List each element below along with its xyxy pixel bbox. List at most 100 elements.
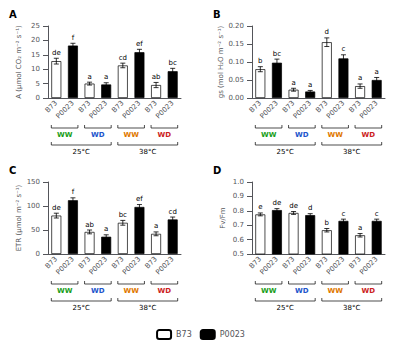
svg-text:25°C: 25°C [73,304,90,312]
svg-text:ETR (μmol m⁻² s⁻¹): ETR (μmol m⁻² s⁻¹) [15,184,23,251]
svg-text:P0023: P0023 [358,255,379,276]
svg-text:ef: ef [136,40,143,48]
svg-text:WW: WW [261,287,277,295]
svg-text:0.05: 0.05 [228,76,244,84]
svg-text:0.8: 0.8 [233,207,244,215]
svg-text:cd: cd [169,208,177,216]
svg-text:WW: WW [261,131,277,139]
svg-text:0: 0 [36,250,40,258]
svg-text:WD: WD [295,287,309,295]
svg-text:WW: WW [57,287,73,295]
svg-text:25°C: 25°C [277,148,294,156]
svg-text:WD: WD [362,287,376,295]
svg-text:WD: WD [91,131,105,139]
svg-text:P0023: P0023 [154,99,175,120]
svg-text:WD: WD [362,131,376,139]
svg-text:150: 150 [27,178,40,186]
svg-text:P0023: P0023 [88,255,109,276]
svg-text:a: a [104,225,108,233]
svg-text:a: a [308,81,312,89]
svg-text:a: a [358,74,362,82]
svg-text:38°C: 38°C [139,304,156,312]
svg-text:0.7: 0.7 [233,221,244,229]
svg-text:20: 20 [31,36,40,44]
svg-text:P0023: P0023 [88,99,109,120]
svg-text:WW: WW [123,287,139,295]
svg-text:0.5: 0.5 [233,250,244,258]
svg-text:WD: WD [295,131,309,139]
svg-text:P0023: P0023 [259,99,280,120]
svg-text:P0023: P0023 [259,255,280,276]
svg-text:e: e [258,203,262,211]
svg-text:5: 5 [36,80,40,88]
svg-text:cd: cd [119,54,127,62]
svg-text:25°C: 25°C [73,148,90,156]
svg-text:P0023: P0023 [292,99,313,120]
svg-text:P0023: P0023 [55,255,76,276]
svg-text:bc: bc [169,59,177,67]
svg-text:P0023: P0023 [220,330,245,339]
svg-text:P0023: P0023 [121,99,142,120]
svg-text:D: D [213,165,221,176]
svg-text:A (μmol CO₂ m⁻² s⁻¹): A (μmol CO₂ m⁻² s⁻¹) [15,25,23,99]
svg-text:0.10: 0.10 [228,58,244,66]
svg-text:15: 15 [31,51,40,59]
svg-text:0.6: 0.6 [233,236,245,244]
svg-text:de: de [52,49,61,57]
svg-text:d: d [308,204,312,212]
svg-text:B73: B73 [176,330,192,339]
svg-text:38°C: 38°C [139,148,156,156]
svg-text:38°C: 38°C [343,304,360,312]
svg-text:gs (mol H₂O m⁻² s⁻¹): gs (mol H₂O m⁻² s⁻¹) [217,25,225,98]
svg-text:P0023: P0023 [55,99,76,120]
svg-text:a: a [154,222,158,230]
svg-text:bc: bc [119,211,127,219]
svg-text:0.9: 0.9 [233,192,244,200]
svg-text:25°C: 25°C [277,304,294,312]
svg-text:WD: WD [158,287,172,295]
svg-text:P0023: P0023 [325,255,346,276]
svg-text:P0023: P0023 [121,255,142,276]
svg-text:WW: WW [57,131,73,139]
svg-text:de: de [273,199,282,207]
svg-text:Fv/Fm: Fv/Fm [219,207,227,229]
svg-text:25: 25 [31,22,40,30]
svg-text:P0023: P0023 [325,99,346,120]
svg-text:c: c [342,45,346,53]
svg-text:c: c [375,210,379,218]
svg-text:0.15: 0.15 [228,40,244,48]
svg-text:0.20: 0.20 [228,22,244,30]
svg-text:a: a [87,73,91,81]
svg-text:c: c [342,210,346,218]
svg-text:b: b [325,219,330,227]
svg-text:A: A [9,9,17,20]
svg-text:WD: WD [158,131,172,139]
svg-text:a: a [375,68,379,76]
svg-text:10: 10 [31,65,40,73]
svg-text:de: de [289,202,298,210]
svg-text:0.00: 0.00 [228,94,244,102]
svg-text:B: B [213,9,221,20]
svg-text:C: C [9,165,16,176]
svg-text:P0023: P0023 [154,255,175,276]
svg-text:WW: WW [123,131,139,139]
svg-text:a: a [104,73,108,81]
svg-text:ab: ab [85,221,94,229]
svg-text:d: d [325,28,329,36]
svg-text:ef: ef [136,195,143,203]
svg-text:38°C: 38°C [343,148,360,156]
svg-text:50: 50 [31,226,40,234]
svg-text:100: 100 [27,202,40,210]
svg-text:P0023: P0023 [358,99,379,120]
svg-text:bc: bc [273,50,281,58]
svg-text:P0023: P0023 [292,255,313,276]
svg-text:ab: ab [152,73,161,81]
svg-text:WD: WD [91,287,105,295]
svg-text:f: f [72,188,75,196]
svg-text:de: de [52,204,61,212]
svg-text:a: a [291,79,295,87]
svg-text:1.0: 1.0 [233,178,244,186]
svg-text:a: a [358,224,362,232]
svg-text:f: f [72,34,75,42]
svg-text:b: b [258,57,263,65]
